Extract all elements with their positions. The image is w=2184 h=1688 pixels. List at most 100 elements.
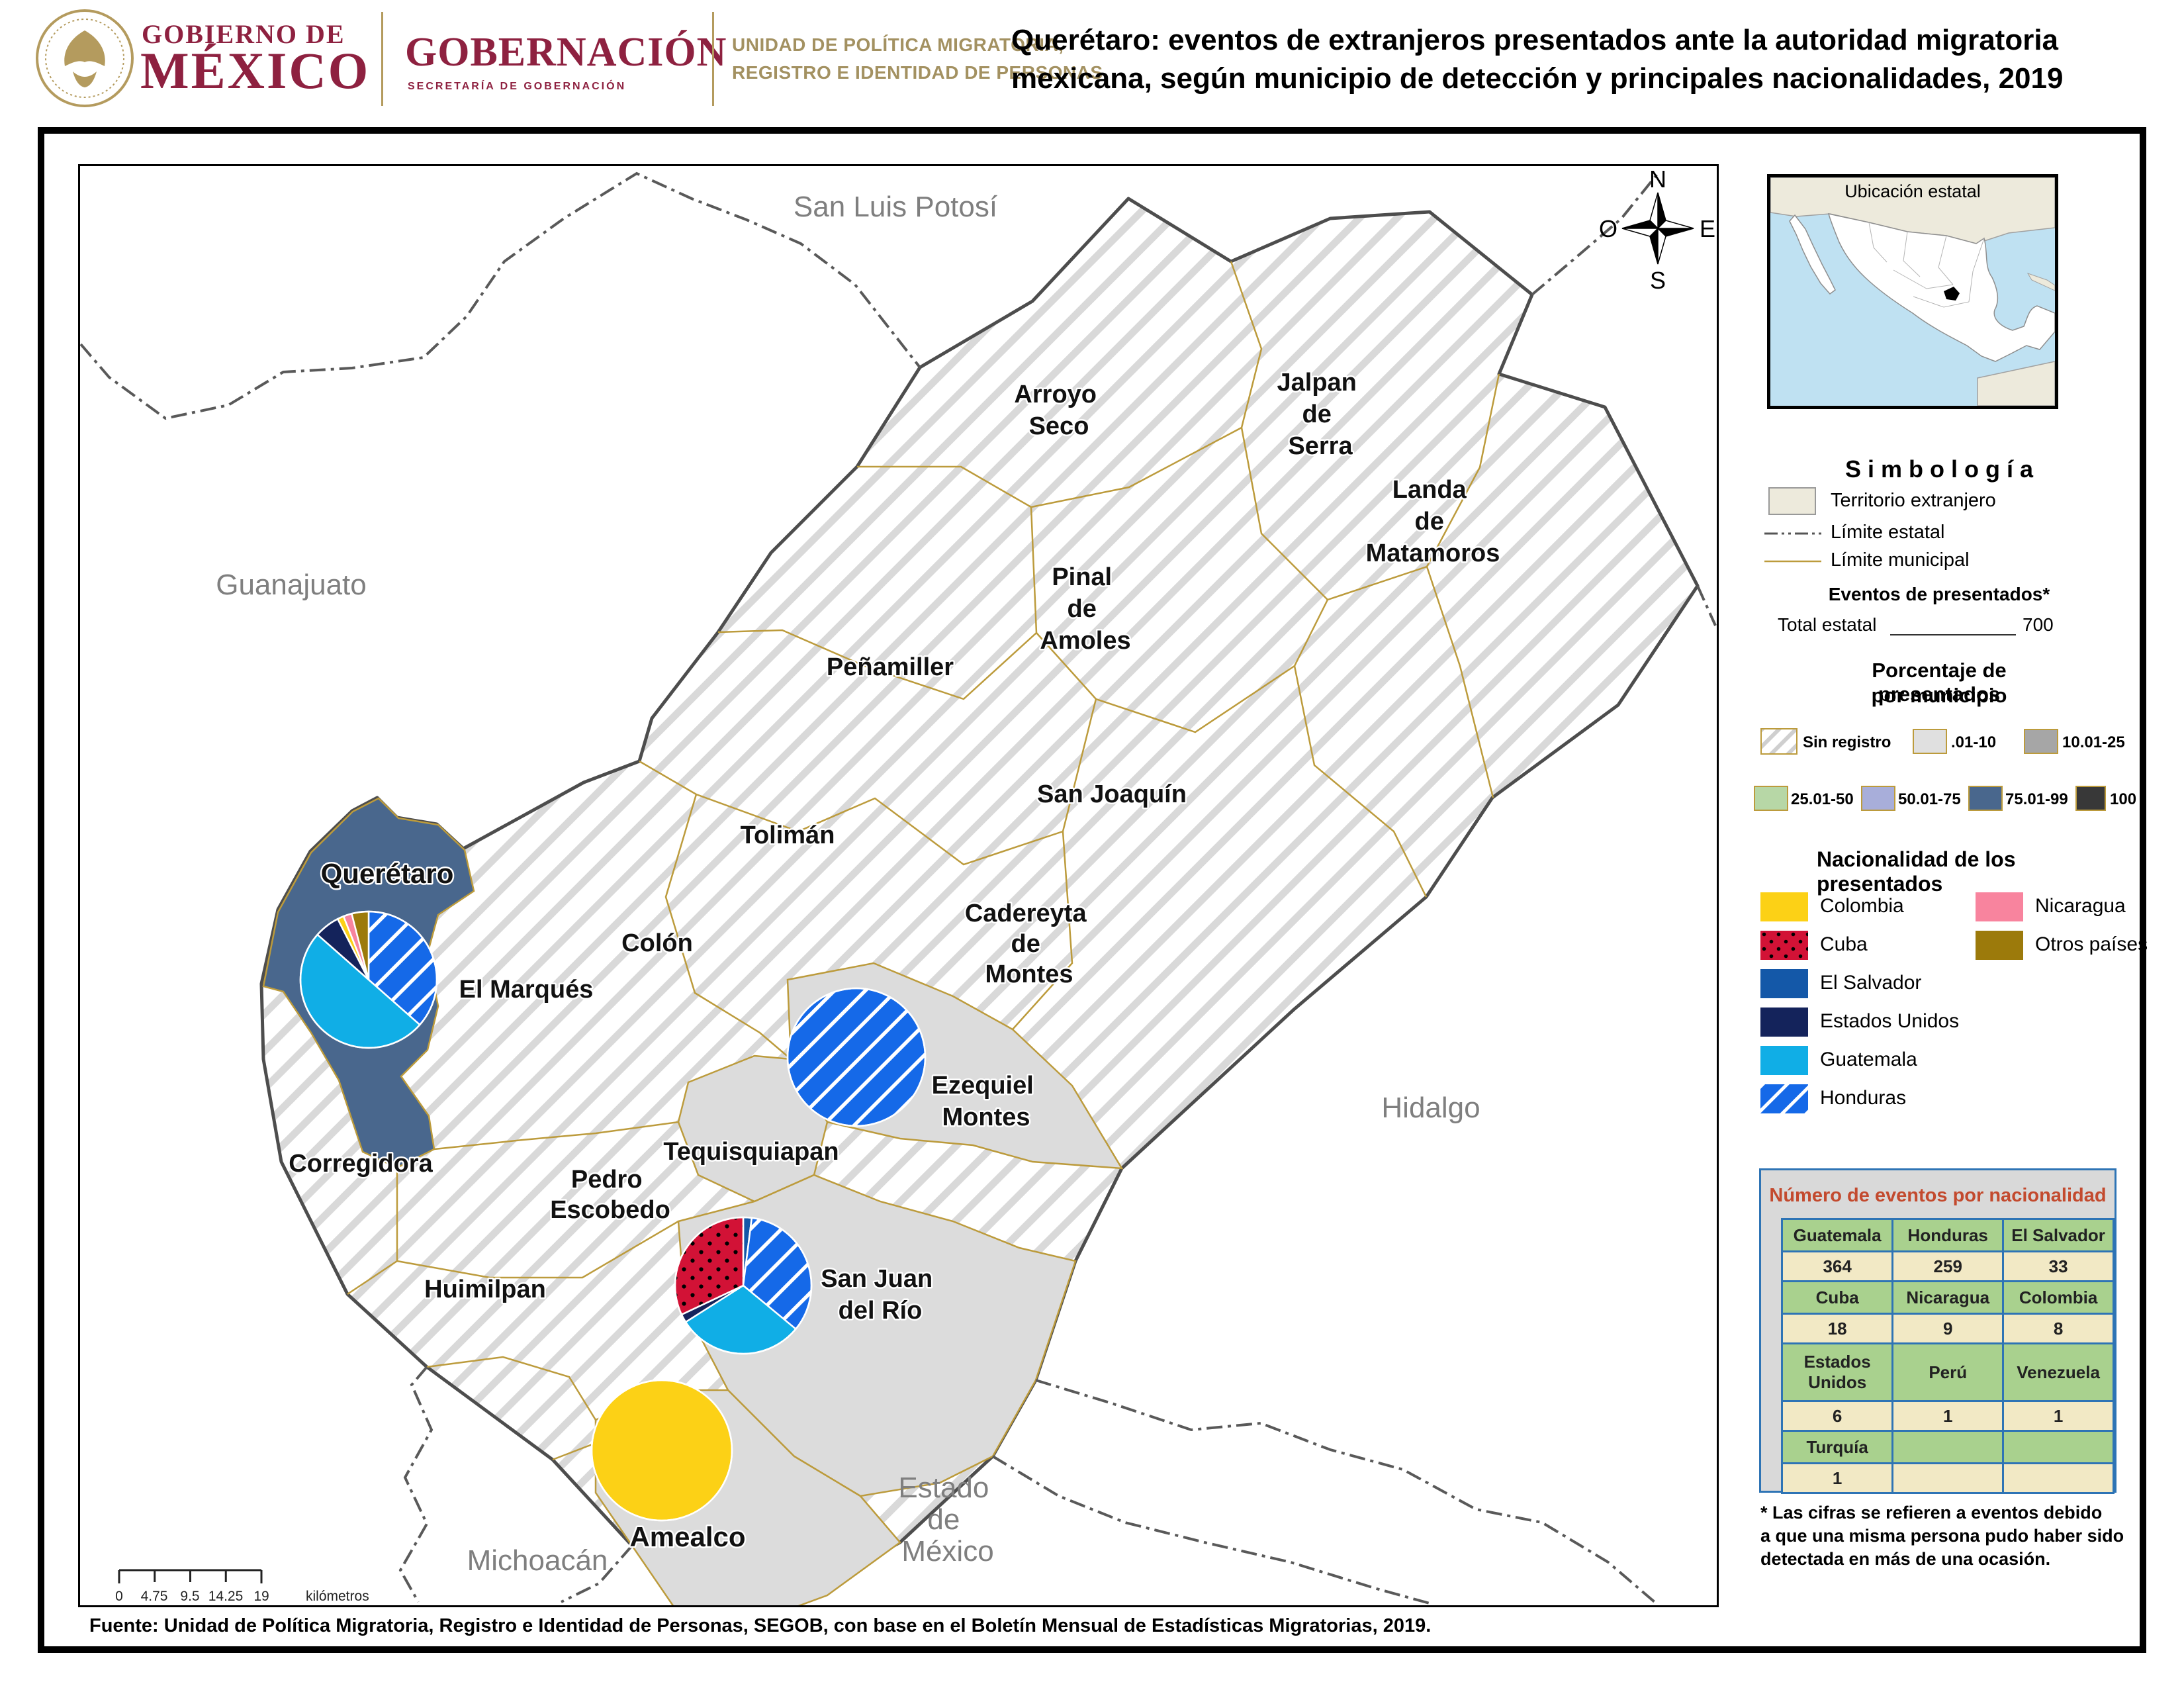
inset-state-lines xyxy=(1868,222,1985,308)
total-estatal-label: Total estatal xyxy=(1778,614,1877,635)
table-cell: Nicaragua xyxy=(1891,1280,2005,1315)
percent-class-label-1: .01-10 xyxy=(1951,733,1997,751)
pie-outline xyxy=(590,1379,733,1522)
table-cell: Turquía xyxy=(1780,1430,1894,1464)
nationality-label-colombia: Colombia xyxy=(1820,895,1904,917)
table-cell: 33 xyxy=(2002,1250,2115,1282)
sin-registro-swatch xyxy=(1760,728,1797,755)
municipal-borders xyxy=(347,261,1500,1461)
compass-e: E xyxy=(1700,215,1715,242)
map-frame: San Luis Potosí Guanajuato Hidalgo Micho… xyxy=(78,164,1719,1607)
symbology-title: S i m b o l o g í a xyxy=(1844,455,2034,483)
label-pinal-de-amoles: Pinal de Amoles xyxy=(1040,563,1130,655)
nationality-swatch-nicaragua xyxy=(1976,892,2023,921)
nationality-swatch-cuba xyxy=(1760,931,1808,960)
percent-class-label-5: 75.01-99 xyxy=(2005,790,2068,808)
nationality-label-cuba: Cuba xyxy=(1820,933,1868,955)
nationality-label-guatemala: Guatemala xyxy=(1820,1049,1917,1070)
label-san-joaquin: San Joaquín xyxy=(1037,780,1187,808)
events-table: Guatemala Honduras El Salvador 364 259 3… xyxy=(1780,1218,2115,1494)
table-cell: 6 xyxy=(1780,1400,1894,1432)
percent-class-swatch-5 xyxy=(1968,786,2003,811)
table-cell: Estados Unidos xyxy=(1780,1342,1894,1402)
pie-outline xyxy=(674,1216,813,1355)
label-arroyo-seco: Arroyo Seco xyxy=(1014,381,1103,440)
compass-s: S xyxy=(1650,267,1666,294)
scale-tick-0: 0 xyxy=(115,1589,123,1604)
nationality-label-nicaragua: Nicaragua xyxy=(2035,895,2126,917)
header-divider xyxy=(381,12,383,106)
percent-class-label-0: Sin registro xyxy=(1803,733,1891,751)
queretaro-marker xyxy=(1944,287,1960,301)
total-estatal-line xyxy=(1890,634,2016,635)
compass-rose-icon: N S E O xyxy=(1599,166,1715,294)
state-limit-sample xyxy=(1764,532,1821,535)
table-cell: 259 xyxy=(1891,1250,2005,1282)
nationality-label-el-salvador: El Salvador xyxy=(1820,972,1922,994)
nationality-swatch-el-salvador xyxy=(1760,969,1808,998)
footnote-line2: a que una misma persona pudo haber sido xyxy=(1760,1526,2124,1546)
nationality-swatch-otros xyxy=(1976,931,2023,960)
table-cell: Cuba xyxy=(1780,1280,1894,1315)
foreign-territory-label: Territorio extranjero xyxy=(1831,490,1996,511)
scale-tick-2: 9.5 xyxy=(180,1589,199,1604)
nationality-label-estados-unidos: Estados Unidos xyxy=(1820,1010,1960,1032)
foreign-territory-swatch xyxy=(1768,487,1816,515)
scale-tick-1: 4.75 xyxy=(141,1589,168,1604)
total-estatal-value: 700 xyxy=(2023,614,2054,635)
table-cell xyxy=(1891,1462,2005,1494)
percent-class-swatch-2 xyxy=(2024,729,2058,754)
table-cell: 1 xyxy=(1891,1400,2005,1432)
baja-california-shape xyxy=(1789,214,1836,295)
label-el-marques: El Marqués xyxy=(459,976,594,1004)
label-san-luis-potosi: San Luis Potosí xyxy=(794,191,998,223)
nationality-label-honduras: Honduras xyxy=(1820,1087,1907,1109)
table-cell: 364 xyxy=(1780,1250,1894,1282)
brand-line2: MÉXICO xyxy=(140,42,371,99)
scale-tick-4: 19 xyxy=(253,1589,269,1604)
table-cell: 8 xyxy=(2002,1313,2115,1344)
agency-subtitle: SECRETARÍA DE GOBERNACIÓN xyxy=(408,81,627,92)
footnote-line3: detectada en más de una ocasión. xyxy=(1760,1549,2051,1569)
brand-line1: GOBIERNO DE xyxy=(142,19,345,49)
label-toliman: Tolimán xyxy=(741,821,835,849)
table-cell: Perú xyxy=(1891,1342,2005,1402)
percent-class-swatch-3 xyxy=(1754,786,1788,811)
events-table-title: Número de eventos por nacionalidad xyxy=(1769,1185,2107,1206)
table-cell: Honduras xyxy=(1891,1218,2005,1252)
nationality-label-otros: Otros países xyxy=(2035,933,2148,955)
pie-charts xyxy=(299,910,927,1522)
nationality-swatch-guatemala xyxy=(1760,1046,1808,1075)
state-locator-inset: Ubicación estatal xyxy=(1767,174,2058,409)
pie-outline xyxy=(786,987,927,1127)
municipal-limit-label: Límite municipal xyxy=(1831,549,1970,571)
gobierno-seal-icon xyxy=(36,9,134,107)
inset-title: Ubicación estatal xyxy=(1844,181,1981,201)
unit-line1: UNIDAD DE POLÍTICA MIGRATORIA, xyxy=(732,34,1064,55)
label-cadereyta: Cadereyta de Montes xyxy=(965,900,1093,988)
label-tequisquiapan: Tequisquiapan xyxy=(663,1138,839,1166)
label-corregidora: Corregidora xyxy=(289,1150,433,1178)
percent-class-label-3: 25.01-50 xyxy=(1791,790,1854,808)
events-title: Eventos de presentados* xyxy=(1828,584,2050,604)
footnote-line1: * Las cifras se refieren a eventos debid… xyxy=(1760,1503,2103,1523)
scale-bar xyxy=(118,1569,263,1583)
label-penamiller: Peñamiller xyxy=(827,653,954,681)
nationality-swatch-colombia xyxy=(1760,892,1808,921)
table-cell: Colombia xyxy=(2002,1280,2115,1315)
header-divider-2 xyxy=(712,12,714,106)
source-text: Fuente: Unidad de Política Migratoria, R… xyxy=(89,1615,1432,1636)
label-guanajuato: Guanajuato xyxy=(216,569,367,601)
percent-class-swatch-6 xyxy=(2075,786,2106,811)
table-cell: El Salvador xyxy=(2002,1218,2115,1252)
percent-class-swatch-1 xyxy=(1913,729,1947,754)
table-cell: 9 xyxy=(1891,1313,2005,1344)
percent-class-label-4: 50.01-75 xyxy=(1898,790,1961,808)
table-cell: Venezuela xyxy=(2002,1342,2115,1402)
agency-name: GOBERNACIÓN xyxy=(405,30,727,75)
label-amealco: Amealco xyxy=(629,1521,745,1552)
unit-line2: REGISTRO E IDENTIDAD DE PERSONAS xyxy=(732,62,1103,83)
nationality-swatch-estados-unidos xyxy=(1760,1008,1808,1037)
table-cell: 1 xyxy=(1780,1462,1894,1494)
compass-n: N xyxy=(1649,166,1666,193)
